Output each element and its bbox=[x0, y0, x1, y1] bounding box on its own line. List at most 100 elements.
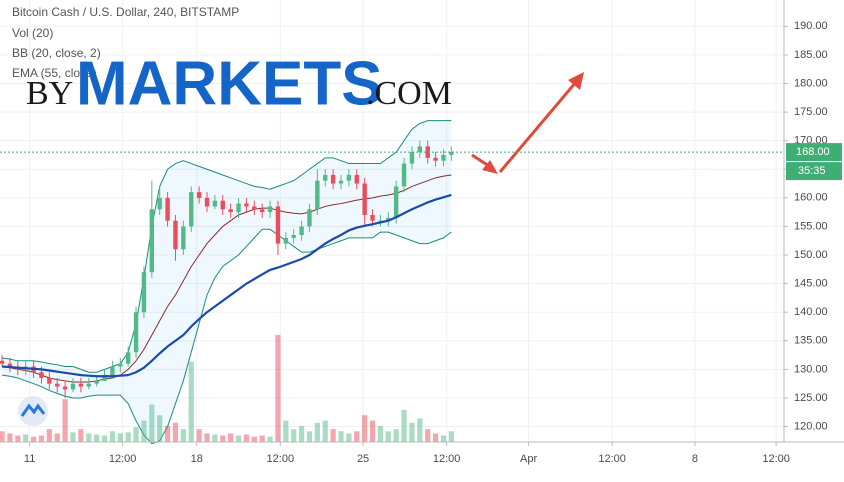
x-tick-label: 25 bbox=[357, 453, 369, 465]
candle-body bbox=[291, 235, 296, 238]
volume-bar bbox=[401, 409, 407, 442]
watermark-by: BY bbox=[26, 75, 73, 112]
x-tick-label: 12:00 bbox=[598, 453, 626, 465]
volume-bar bbox=[125, 432, 131, 442]
watermark-markets: MARKETS bbox=[76, 49, 383, 118]
volume-bar bbox=[306, 431, 313, 442]
x-tick-label: 11 bbox=[24, 453, 35, 465]
volume-bar bbox=[70, 432, 76, 442]
candle-body bbox=[393, 186, 399, 218]
price-label: 168.00 bbox=[796, 146, 830, 158]
volume-bar bbox=[354, 431, 360, 442]
candle-body bbox=[94, 380, 99, 384]
ema-line bbox=[1, 193, 452, 378]
x-tick-label: 8 bbox=[692, 453, 698, 465]
band-fill bbox=[2, 120, 452, 444]
candles bbox=[0, 140, 454, 398]
candle-body bbox=[149, 209, 155, 273]
bb-basis bbox=[1, 174, 452, 383]
y-tick-label: 120.00 bbox=[794, 420, 828, 432]
volume-bar bbox=[267, 436, 273, 442]
x-tick-label: 12:00 bbox=[762, 453, 790, 465]
volume-bar bbox=[157, 415, 163, 442]
countdown: 35:35 bbox=[798, 165, 826, 177]
volume-bar bbox=[346, 433, 352, 442]
x-tick-label: 12:00 bbox=[433, 453, 461, 465]
volume-bar bbox=[228, 433, 234, 442]
y-tick-label: 125.00 bbox=[794, 392, 828, 404]
volume-bar bbox=[330, 429, 336, 442]
candle-body bbox=[370, 214, 375, 221]
volume-bar bbox=[417, 418, 423, 442]
volume-bar bbox=[172, 422, 179, 442]
candle-body bbox=[189, 192, 194, 227]
volume-bar bbox=[23, 434, 29, 442]
volume-bar bbox=[298, 425, 305, 442]
volume-bar bbox=[440, 435, 447, 442]
candle-body bbox=[173, 220, 178, 250]
candle-body bbox=[401, 163, 407, 187]
candle-body bbox=[228, 209, 233, 213]
volume-bar bbox=[38, 435, 45, 442]
volume-bar bbox=[251, 436, 257, 442]
bb-upper bbox=[1, 120, 452, 373]
candle-body bbox=[386, 217, 391, 221]
y-tick-label: 180.00 bbox=[794, 77, 828, 89]
volume-bar bbox=[86, 433, 92, 442]
candle-body bbox=[39, 372, 44, 378]
volume-bar bbox=[259, 435, 265, 442]
volume-bar bbox=[220, 435, 226, 442]
volume-bar bbox=[432, 433, 439, 442]
y-tick-label: 175.00 bbox=[794, 106, 828, 118]
candle-body bbox=[338, 180, 344, 184]
volume-bar bbox=[180, 429, 186, 442]
bollinger bbox=[1, 120, 452, 445]
volume-bar bbox=[0, 431, 5, 442]
volume-bar bbox=[291, 429, 297, 442]
volume-bar bbox=[62, 399, 68, 442]
candle-body bbox=[330, 174, 336, 184]
volume-bar bbox=[141, 420, 147, 442]
y-tick-label: 155.00 bbox=[794, 220, 828, 232]
candle-body bbox=[110, 366, 115, 376]
volume-bar bbox=[448, 431, 454, 442]
volume-bar bbox=[425, 429, 431, 442]
candle-body bbox=[165, 197, 170, 221]
candle-body bbox=[315, 180, 320, 210]
candle-body bbox=[299, 226, 304, 236]
candle-body bbox=[433, 157, 438, 161]
countdown-box bbox=[786, 162, 842, 181]
candle-body bbox=[125, 352, 131, 364]
candle-body bbox=[181, 226, 186, 250]
candle-body bbox=[62, 386, 68, 390]
candle-body bbox=[275, 206, 281, 244]
candle-body bbox=[417, 146, 423, 153]
price-label-box bbox=[786, 143, 842, 162]
volume-bar bbox=[385, 431, 391, 442]
symbol-title: Bitcoin Cash / U.S. Dollar, 240, BITSTAM… bbox=[12, 5, 239, 19]
volume-bar bbox=[377, 425, 384, 442]
candle-body bbox=[47, 377, 52, 384]
x-tick-label: 12:00 bbox=[109, 453, 137, 465]
volume-bar bbox=[54, 433, 60, 442]
volume-bar bbox=[7, 433, 13, 442]
candle-body bbox=[252, 206, 257, 210]
volume-bar bbox=[30, 436, 37, 442]
candle-body bbox=[196, 192, 202, 198]
grid bbox=[0, 0, 784, 442]
candle-body bbox=[7, 363, 13, 367]
volume-bar bbox=[46, 429, 52, 442]
candle-body bbox=[55, 383, 60, 387]
volume-bar bbox=[212, 434, 218, 442]
volume-bar bbox=[409, 422, 415, 442]
volume-bar bbox=[117, 433, 123, 442]
candle-body bbox=[449, 152, 454, 155]
volume-bar bbox=[243, 434, 250, 442]
volume-bar bbox=[149, 404, 155, 442]
volume-bar bbox=[204, 433, 210, 442]
x-tick-label: 18 bbox=[191, 453, 203, 465]
volume-bar bbox=[15, 435, 21, 442]
candle-body bbox=[323, 174, 328, 181]
candle-body bbox=[441, 154, 446, 161]
